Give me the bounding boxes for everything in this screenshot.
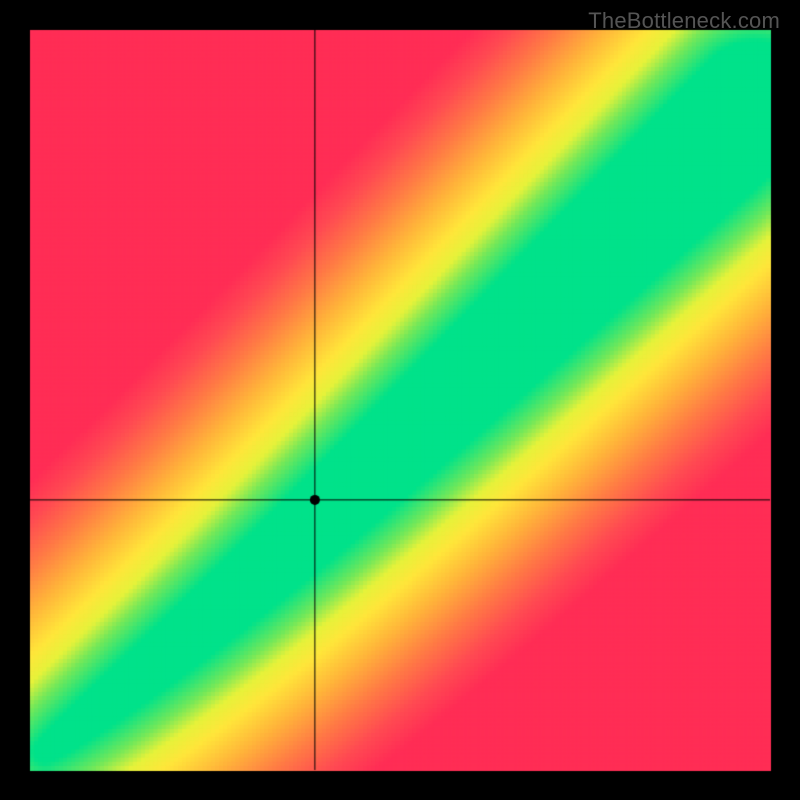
attribution-text: TheBottleneck.com bbox=[588, 8, 780, 34]
chart-container: TheBottleneck.com bbox=[0, 0, 800, 800]
bottleneck-heatmap bbox=[0, 0, 800, 800]
